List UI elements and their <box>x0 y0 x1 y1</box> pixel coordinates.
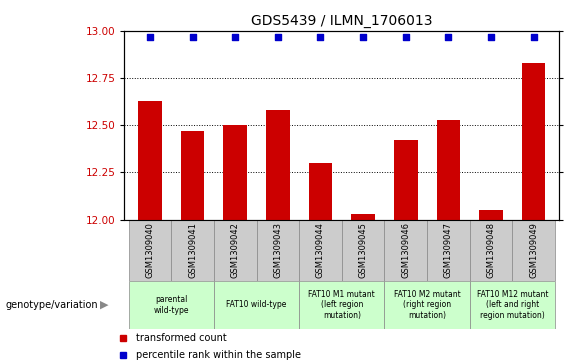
Text: GSM1309048: GSM1309048 <box>486 223 496 278</box>
Text: FAT10 M2 mutant
(right region
mutation): FAT10 M2 mutant (right region mutation) <box>394 290 460 320</box>
Bar <box>138 101 162 220</box>
Title: GDS5439 / ILMN_1706013: GDS5439 / ILMN_1706013 <box>251 15 433 28</box>
Point <box>444 34 453 40</box>
Bar <box>342 220 384 281</box>
Text: transformed count: transformed count <box>136 333 227 343</box>
Bar <box>470 220 512 281</box>
Bar <box>257 220 299 281</box>
Bar <box>470 281 555 329</box>
Bar <box>351 214 375 220</box>
Bar <box>214 220 257 281</box>
Bar <box>427 220 470 281</box>
Text: parental
wild-type: parental wild-type <box>154 295 189 315</box>
Bar <box>308 163 332 220</box>
Bar <box>384 281 470 329</box>
Text: percentile rank within the sample: percentile rank within the sample <box>136 350 301 360</box>
Bar <box>522 63 545 220</box>
Text: genotype/variation: genotype/variation <box>6 300 98 310</box>
Point <box>486 34 496 40</box>
Bar <box>224 125 247 220</box>
Bar <box>299 220 342 281</box>
Bar <box>479 210 503 220</box>
Text: GSM1309043: GSM1309043 <box>273 223 282 278</box>
Bar <box>299 281 384 329</box>
Bar <box>214 281 299 329</box>
Bar <box>512 220 555 281</box>
Text: GSM1309047: GSM1309047 <box>444 223 453 278</box>
Text: GSM1309049: GSM1309049 <box>529 223 538 278</box>
Point <box>145 34 154 40</box>
Text: GSM1309041: GSM1309041 <box>188 223 197 278</box>
Point <box>188 34 197 40</box>
Text: ▶: ▶ <box>100 300 109 310</box>
Bar <box>394 140 418 220</box>
Point <box>359 34 368 40</box>
Bar <box>437 119 460 220</box>
Text: GSM1309045: GSM1309045 <box>359 223 368 278</box>
Point <box>273 34 282 40</box>
Bar <box>171 220 214 281</box>
Point <box>529 34 538 40</box>
Text: FAT10 M12 mutant
(left and right
region mutation): FAT10 M12 mutant (left and right region … <box>477 290 548 320</box>
Text: FAT10 wild-type: FAT10 wild-type <box>227 301 286 309</box>
Bar <box>384 220 427 281</box>
Text: GSM1309044: GSM1309044 <box>316 223 325 278</box>
Point <box>231 34 240 40</box>
Bar <box>129 220 171 281</box>
Bar <box>181 131 205 220</box>
Text: GSM1309046: GSM1309046 <box>401 223 410 278</box>
Text: GSM1309042: GSM1309042 <box>231 223 240 278</box>
Text: FAT10 M1 mutant
(left region
mutation): FAT10 M1 mutant (left region mutation) <box>308 290 375 320</box>
Bar <box>266 110 290 220</box>
Bar <box>129 281 214 329</box>
Point <box>401 34 410 40</box>
Text: GSM1309040: GSM1309040 <box>145 223 154 278</box>
Point <box>316 34 325 40</box>
